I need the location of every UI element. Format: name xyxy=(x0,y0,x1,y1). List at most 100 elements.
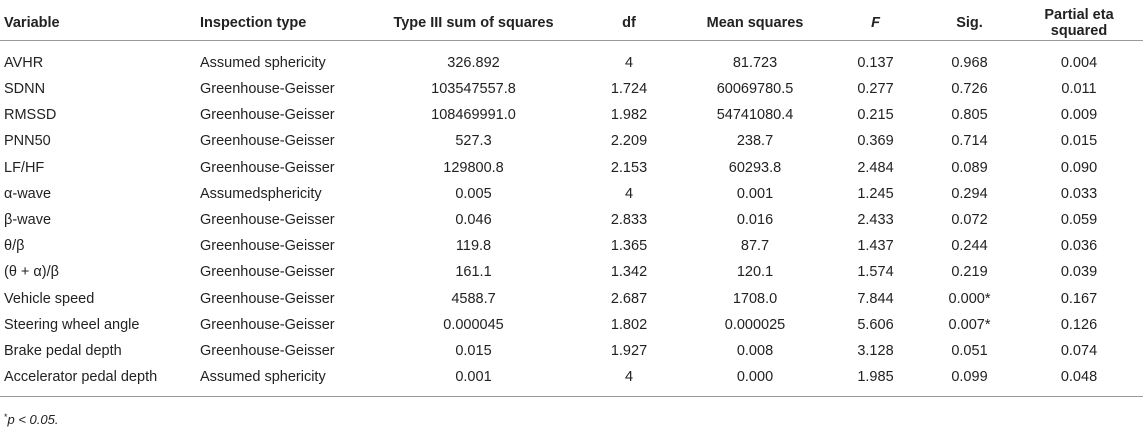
cell-df: 1.982 xyxy=(610,107,648,124)
cell-variable: LF/HF xyxy=(4,159,45,176)
footnote-marker: * xyxy=(4,412,8,422)
cell-f: 0.137 xyxy=(857,55,894,72)
cell-sig: 0.805 xyxy=(951,107,988,124)
cell-variable: α-wave xyxy=(4,185,52,202)
cell-f: 2.484 xyxy=(857,159,894,176)
table-row: β-wave Greenhouse-Geisser 0.046 2.833 0.… xyxy=(0,207,1143,233)
cell-inspection-type: Greenhouse-Geisser xyxy=(200,159,335,176)
cell-f: 2.433 xyxy=(857,212,894,229)
header-df: df xyxy=(575,6,683,41)
table-row: Accelerator pedal depth Assumed spherici… xyxy=(0,364,1143,397)
cell-f: 3.128 xyxy=(857,342,894,359)
cell-mean-squares: 1708.0 xyxy=(732,290,778,307)
cell-mean-squares: 120.1 xyxy=(736,264,774,281)
cell-inspection-type: Assumedsphericity xyxy=(200,185,322,202)
table-row: θ/β Greenhouse-Geisser 119.8 1.365 87.7 … xyxy=(0,233,1143,259)
cell-sig: 0.051 xyxy=(951,342,988,359)
cell-f: 0.369 xyxy=(857,133,894,150)
cell-sig: 0.714 xyxy=(951,133,988,150)
cell-mean-squares: 87.7 xyxy=(740,238,770,255)
footnote-text: p < 0.05. xyxy=(7,412,59,427)
cell-inspection-type: Greenhouse-Geisser xyxy=(200,342,335,359)
header-sig: Sig. xyxy=(924,6,1015,41)
table-row: PNN50 Greenhouse-Geisser 527.3 2.209 238… xyxy=(0,128,1143,154)
header-f: F xyxy=(827,6,924,41)
cell-variable: (θ + α)/β xyxy=(4,264,59,281)
cell-mean-squares: 81.723 xyxy=(732,55,778,72)
cell-sum-of-squares: 0.005 xyxy=(455,185,492,202)
cell-inspection-type: Greenhouse-Geisser xyxy=(200,238,335,255)
cell-df: 1.365 xyxy=(610,238,648,255)
cell-f: 7.844 xyxy=(857,290,894,307)
cell-f: 5.606 xyxy=(857,316,894,333)
cell-df: 4 xyxy=(624,185,634,202)
cell-mean-squares: 0.000 xyxy=(683,364,827,397)
cell-f: 1.574 xyxy=(857,264,894,281)
cell-sum-of-squares: 0.015 xyxy=(455,342,492,359)
cell-partial-eta-squared: 0.009 xyxy=(1060,107,1098,124)
cell-variable: Vehicle speed xyxy=(4,290,95,307)
cell-variable: AVHR xyxy=(4,55,44,72)
cell-df: 2.687 xyxy=(610,290,648,307)
cell-mean-squares: 0.008 xyxy=(736,342,774,359)
cell-variable: Accelerator pedal depth xyxy=(0,364,200,397)
cell-sig: 0.726 xyxy=(951,81,988,98)
cell-inspection-type: Greenhouse-Geisser xyxy=(200,107,335,124)
cell-mean-squares: 0.016 xyxy=(736,212,774,229)
table-footnote: *p < 0.05. xyxy=(4,412,58,427)
cell-sum-of-squares: 119.8 xyxy=(455,238,492,255)
cell-variable: Steering wheel angle xyxy=(4,316,140,333)
cell-sum-of-squares: 0.000045 xyxy=(443,316,504,333)
table-row: RMSSD Greenhouse-Geisser 108469991.0 1.9… xyxy=(0,102,1143,128)
cell-sig: 0.072 xyxy=(951,212,988,229)
cell-sum-of-squares: 161.1 xyxy=(455,264,492,281)
cell-inspection-type: Assumed sphericity xyxy=(200,55,326,72)
cell-partial-eta-squared: 0.048 xyxy=(1015,364,1143,397)
cell-sum-of-squares: 326.892 xyxy=(447,55,500,72)
cell-mean-squares: 54741080.4 xyxy=(716,107,794,124)
cell-f: 0.215 xyxy=(857,107,894,124)
cell-partial-eta-squared: 0.090 xyxy=(1060,159,1098,176)
cell-sum-of-squares: 0.046 xyxy=(455,212,492,229)
cell-inspection-type: Assumed sphericity xyxy=(200,364,372,397)
cell-sum-of-squares: 0.001 xyxy=(372,364,575,397)
cell-sum-of-squares: 527.3 xyxy=(455,133,492,150)
cell-partial-eta-squared: 0.015 xyxy=(1060,133,1098,150)
cell-mean-squares: 60293.8 xyxy=(728,159,782,176)
cell-f: 1.985 xyxy=(827,364,924,397)
header-partial-eta-squared: Partial eta squared xyxy=(1015,6,1143,41)
table-row: (θ + α)/β Greenhouse-Geisser 161.1 1.342… xyxy=(0,259,1143,285)
cell-partial-eta-squared: 0.033 xyxy=(1060,185,1098,202)
cell-sig: 0.294 xyxy=(951,185,988,202)
table-row: α-wave Assumedsphericity 0.005 4 0.001 1… xyxy=(0,181,1143,207)
cell-sum-of-squares: 103547557.8 xyxy=(431,81,516,98)
cell-sig: 0.000* xyxy=(948,290,991,307)
cell-variable: PNN50 xyxy=(4,133,51,150)
cell-partial-eta-squared: 0.074 xyxy=(1060,342,1098,359)
cell-sum-of-squares: 4588.7 xyxy=(451,290,496,307)
cell-sig: 0.089 xyxy=(951,159,988,176)
cell-variable: θ/β xyxy=(4,238,25,255)
cell-sig: 0.244 xyxy=(951,238,988,255)
cell-mean-squares: 0.001 xyxy=(736,185,774,202)
header-mean-squares: Mean squares xyxy=(683,6,827,41)
cell-mean-squares: 0.000025 xyxy=(724,316,786,333)
cell-df: 1.724 xyxy=(610,81,648,98)
table-row: LF/HF Greenhouse-Geisser 129800.8 2.153 … xyxy=(0,155,1143,181)
cell-partial-eta-squared: 0.004 xyxy=(1060,55,1098,72)
table-row: AVHR Assumed sphericity 326.892 4 81.723… xyxy=(0,40,1143,76)
cell-inspection-type: Greenhouse-Geisser xyxy=(200,264,335,281)
cell-partial-eta-squared: 0.039 xyxy=(1060,264,1098,281)
cell-mean-squares: 238.7 xyxy=(736,133,774,150)
header-variable: Variable xyxy=(0,6,200,41)
cell-df: 1.342 xyxy=(610,264,648,281)
cell-inspection-type: Greenhouse-Geisser xyxy=(200,212,335,229)
table-row: SDNN Greenhouse-Geisser 103547557.8 1.72… xyxy=(0,76,1143,102)
cell-inspection-type: Greenhouse-Geisser xyxy=(200,316,335,333)
cell-partial-eta-squared: 0.059 xyxy=(1060,212,1098,229)
cell-mean-squares: 60069780.5 xyxy=(716,81,794,98)
cell-inspection-type: Greenhouse-Geisser xyxy=(200,133,335,150)
cell-f: 1.245 xyxy=(857,185,894,202)
table-row: Steering wheel angle Greenhouse-Geisser … xyxy=(0,312,1143,338)
